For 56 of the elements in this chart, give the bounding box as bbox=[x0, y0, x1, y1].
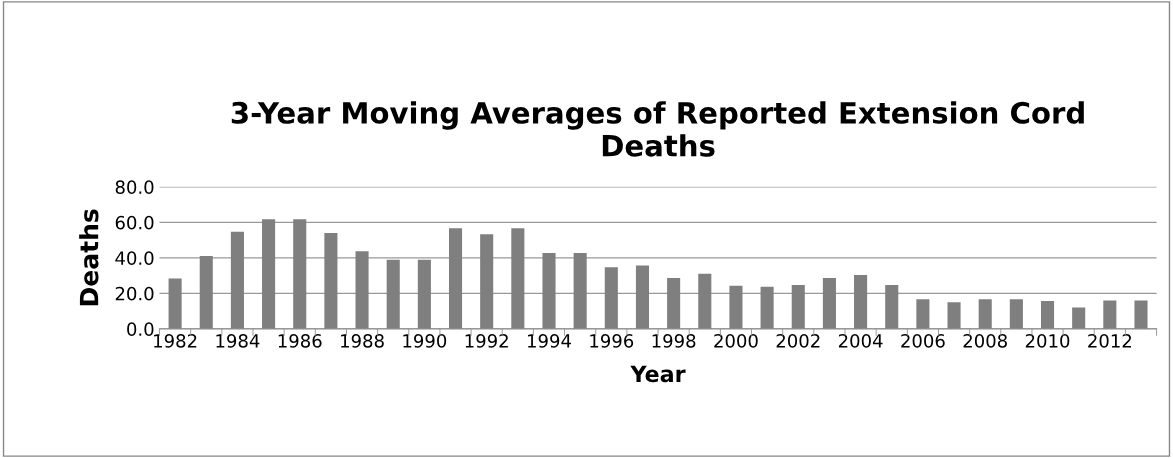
x-tick-label: 2004 bbox=[838, 334, 883, 348]
bar bbox=[324, 233, 338, 329]
bar bbox=[511, 228, 525, 329]
bar bbox=[635, 265, 650, 329]
bar bbox=[168, 278, 182, 329]
bar bbox=[542, 253, 556, 329]
bar bbox=[293, 219, 307, 329]
bar bbox=[916, 299, 930, 329]
x-tick-label: 2006 bbox=[901, 334, 945, 348]
bar bbox=[978, 299, 992, 329]
bar bbox=[947, 302, 961, 329]
bar bbox=[262, 219, 276, 329]
bar bbox=[355, 251, 369, 329]
x-tick-label: 2010 bbox=[1025, 334, 1070, 348]
x-tick-label: 1982 bbox=[154, 334, 197, 348]
bar bbox=[1040, 300, 1055, 329]
y-axis-title: Deaths bbox=[79, 209, 99, 306]
x-tick-label: 2002 bbox=[776, 334, 820, 348]
x-tick-label: 2000 bbox=[714, 334, 758, 348]
bar bbox=[729, 285, 743, 329]
bar bbox=[1009, 299, 1023, 329]
bar bbox=[791, 285, 805, 329]
bar bbox=[1072, 307, 1086, 329]
bar bbox=[885, 285, 899, 329]
x-tick-label: 1998 bbox=[652, 334, 696, 348]
bar bbox=[1134, 300, 1148, 329]
bar bbox=[760, 286, 774, 329]
y-tick-label: 0.0 bbox=[127, 322, 154, 336]
y-tick-label: 20.0 bbox=[115, 286, 154, 301]
bar bbox=[1103, 300, 1117, 329]
x-tick-label: 2012 bbox=[1088, 334, 1132, 348]
chart-title: 3-Year Moving Averages of Reported Extension Cord Deaths bbox=[231, 101, 1084, 157]
bar bbox=[230, 231, 244, 329]
bar bbox=[698, 273, 712, 329]
bar bbox=[417, 259, 431, 329]
x-axis-title: Year bbox=[630, 365, 686, 383]
bar bbox=[604, 267, 618, 329]
x-tick-label: 1994 bbox=[528, 334, 571, 348]
x-tick-label: 1990 bbox=[403, 334, 447, 348]
x-tick-label: 2008 bbox=[963, 334, 1007, 348]
bar bbox=[667, 277, 681, 329]
x-tick-label: 1984 bbox=[216, 334, 260, 348]
bar bbox=[448, 228, 463, 329]
y-tick-label: 80.0 bbox=[115, 180, 154, 194]
x-tick-label: 1992 bbox=[465, 334, 508, 348]
x-tick-label: 1988 bbox=[341, 334, 384, 348]
bar bbox=[854, 275, 868, 329]
y-tick-label: 60.0 bbox=[115, 215, 154, 230]
bar bbox=[199, 256, 213, 329]
bar bbox=[386, 259, 400, 329]
bar bbox=[480, 234, 494, 329]
bar bbox=[822, 277, 836, 329]
y-tick-label: 40.0 bbox=[115, 251, 154, 265]
bar bbox=[573, 253, 587, 329]
x-tick-label: 1996 bbox=[590, 334, 634, 348]
x-tick-label: 1986 bbox=[278, 334, 322, 348]
